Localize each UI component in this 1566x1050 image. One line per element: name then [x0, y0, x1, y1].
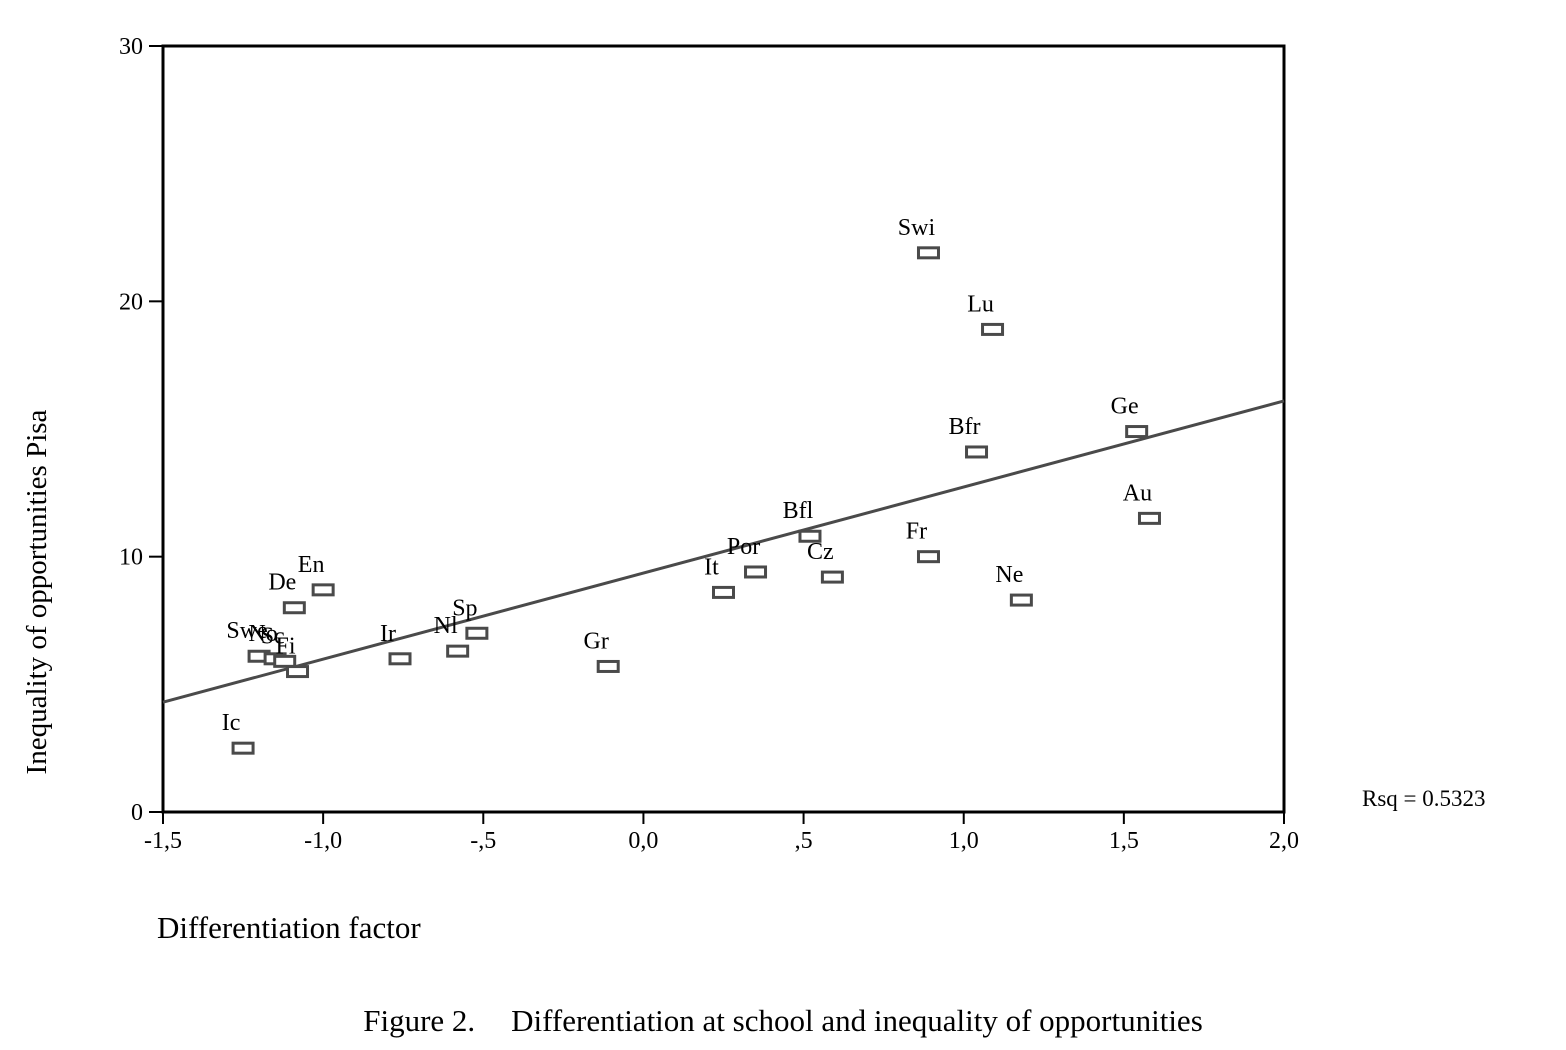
- y-tick-label: 20: [119, 289, 143, 315]
- x-tick-label: -1,5: [144, 828, 182, 854]
- point-marker-de: [282, 601, 306, 615]
- axes: 0 10 20 30 -1,5 -1,0 -,5 0,0 ,5 1,0 1,5 2,0: [119, 34, 1299, 854]
- point-marker-en: [311, 583, 335, 597]
- plot-frame: [161, 44, 1286, 814]
- figure-caption-text: Differentiation at school and inequality…: [511, 1003, 1203, 1038]
- x-tick-label: ,5: [795, 828, 813, 854]
- point-label-it: It: [704, 554, 719, 580]
- figure-caption: Figure 2. Differentiation at school and i…: [0, 1003, 1566, 1039]
- point-label-cz: Cz: [807, 539, 834, 565]
- point-marker-ir: [388, 652, 412, 666]
- point-marker-fr: [916, 550, 940, 564]
- point-marker-bfr: [965, 445, 989, 459]
- x-tick-label: -1,0: [304, 828, 342, 854]
- point-label-gr: Gr: [584, 628, 609, 654]
- point-label-fi: Fi: [276, 634, 296, 660]
- point-label-sp: Sp: [452, 595, 477, 621]
- point-label-de: De: [268, 570, 296, 596]
- point-label-au: Au: [1123, 480, 1152, 506]
- point-marker-ne: [1009, 593, 1033, 607]
- y-axis-label: Inequality of opportunities Pisa: [21, 409, 53, 774]
- point-label-bfr: Bfr: [949, 414, 981, 440]
- x-tick-label: 1,0: [949, 828, 979, 854]
- point-label-nl: Nl: [434, 613, 458, 639]
- x-tick-label: 2,0: [1269, 828, 1299, 854]
- y-tick-label: 0: [131, 800, 143, 826]
- x-axis-label: Differentiation factor: [157, 910, 421, 945]
- point-marker-fi: [286, 665, 310, 679]
- point-marker-au: [1137, 511, 1161, 525]
- regression-line: [162, 399, 1285, 704]
- figure-number: Figure 2.: [363, 1003, 476, 1038]
- point-label-swi: Swi: [898, 215, 936, 241]
- x-tick-label: 1,5: [1109, 828, 1139, 854]
- point-marker-bfl: [798, 529, 822, 543]
- point-marker-ge: [1125, 425, 1149, 439]
- point-marker-por: [744, 565, 768, 579]
- x-tick-label: -,5: [470, 828, 496, 854]
- point-marker-nl: [446, 644, 470, 658]
- point-label-ic: Ic: [222, 710, 241, 736]
- point-label-ir: Ir: [380, 621, 396, 647]
- point-marker-sc: [273, 654, 297, 668]
- point-label-no: No: [248, 621, 277, 647]
- point-marker-sp: [465, 626, 489, 640]
- point-marker-lu: [981, 322, 1005, 336]
- point-label-ge: Ge: [1111, 394, 1139, 420]
- point-marker-ic: [231, 741, 255, 755]
- point-label-sc: Sc: [261, 623, 285, 649]
- point-label-bfl: Bfl: [783, 498, 814, 524]
- point-marker-it: [712, 585, 735, 599]
- point-label-fr: Fr: [906, 519, 927, 545]
- rsq-label: Rsq = 0.5323: [1362, 786, 1486, 811]
- y-tick-label: 30: [119, 34, 143, 60]
- point-label-ne: Ne: [995, 562, 1023, 588]
- point-label-en: En: [298, 552, 325, 578]
- point-marker-cz: [820, 570, 844, 584]
- point-marker-gr: [596, 659, 620, 673]
- y-tick-label: 10: [119, 545, 143, 571]
- point-label-por: Por: [727, 534, 760, 560]
- point-label-swe: Swe: [226, 618, 267, 644]
- point-marker-swi: [916, 246, 940, 260]
- point-label-lu: Lu: [967, 291, 994, 317]
- x-tick-label: 0,0: [628, 828, 658, 854]
